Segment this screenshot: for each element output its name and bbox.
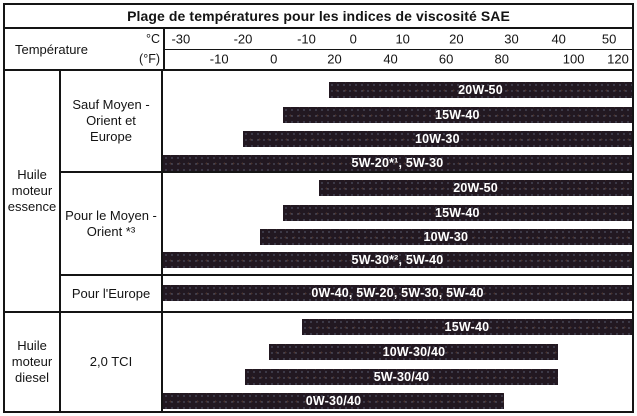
- viscosity-range-bar: 20W-50: [329, 82, 632, 98]
- essence-subrows: Sauf Moyen - Orient et Europe 20W-50 15W-…: [61, 71, 632, 311]
- viscosity-grade-label: 15W-40: [434, 206, 480, 220]
- fahrenheit-tick: 60: [438, 51, 454, 67]
- viscosity-grade-label: 20W-50: [453, 181, 498, 195]
- viscosity-grade-label: 10W-30: [423, 230, 469, 244]
- temperature-scale: -30 -20 -10 0 10 20 30 40 50 -10 0 20 40 60 80 100 120: [165, 29, 632, 69]
- temperature-header-left-cell: Température °C (°F): [5, 29, 165, 69]
- fahrenheit-scale-row: -10 0 20 40 60 80 100 120: [165, 48, 632, 70]
- row-group-label-essence: Huile moteur essence: [5, 71, 61, 311]
- celsius-tick: -10: [297, 31, 316, 47]
- subrow-label-diesel-tci: 2,0 TCI: [61, 313, 163, 411]
- subrow-label-sauf-moyen-orient: Sauf Moyen - Orient et Europe: [61, 71, 163, 171]
- bar-chart-sauf-moyen-orient: 20W-50 15W-40 10W-30 5W-20*¹, 5W-30: [163, 71, 632, 171]
- viscosity-range-bar: 10W-30: [259, 229, 632, 245]
- viscosity-range-bar: 15W-40: [282, 107, 632, 123]
- viscosity-range-bar: 0W-40, 5W-20, 5W-30, 5W-40: [163, 285, 632, 301]
- viscosity-grade-label: 20W-50: [458, 83, 503, 97]
- fahrenheit-tick: -10: [209, 51, 229, 67]
- viscosity-range-bar: 10W-30/40: [269, 344, 559, 360]
- celsius-tick: 50: [601, 31, 617, 47]
- table-title: Plage de températures pour les indices d…: [5, 5, 632, 29]
- viscosity-grade-label: 5W-30/40: [373, 370, 430, 384]
- viscosity-grade-label: 10W-30: [415, 132, 460, 146]
- celsius-tick: -30: [171, 31, 191, 47]
- viscosity-range-bar: 15W-40: [301, 319, 632, 335]
- temperature-units: °C (°F): [139, 29, 163, 69]
- celsius-tick: 20: [449, 31, 464, 47]
- section-diesel: Huile moteur diesel 2,0 TCI 15W-40 10W-30…: [5, 311, 632, 411]
- subrow-diesel-tci: 2,0 TCI 15W-40 10W-30/40 5W-30/40 0W-30/40: [61, 313, 632, 411]
- bar-chart-moyen-orient: 20W-50 15W-40 10W-30 5W-30*², 5W-40: [163, 173, 632, 274]
- bar-chart-europe: 0W-40, 5W-20, 5W-30, 5W-40: [163, 276, 632, 311]
- subrow-sauf-moyen-orient: Sauf Moyen - Orient et Europe 20W-50 15W-…: [61, 71, 632, 171]
- viscosity-grade-label: 0W-30/40: [305, 394, 362, 408]
- subrow-moyen-orient: Pour le Moyen -Orient *³ 20W-50 15W-40 10W…: [61, 171, 632, 274]
- celsius-unit-label: °C: [145, 32, 160, 46]
- diesel-subrows: 2,0 TCI 15W-40 10W-30/40 5W-30/40 0W-30/40: [61, 313, 632, 411]
- viscosity-range-bar: 0W-30/40: [163, 393, 504, 409]
- fahrenheit-tick: 120: [607, 51, 629, 67]
- celsius-tick: 30: [504, 31, 519, 47]
- viscosity-range-bar: 5W-30/40: [244, 369, 559, 385]
- viscosity-table: Plage de températures pour les indices d…: [3, 3, 634, 413]
- row-group-label-diesel: Huile moteur diesel: [5, 313, 61, 411]
- fahrenheit-tick: 0: [270, 51, 278, 67]
- viscosity-grade-label: 0W-40, 5W-20, 5W-30, 5W-40: [311, 286, 484, 300]
- celsius-scale-row: -30 -20 -10 0 10 20 30 40 50: [165, 29, 632, 49]
- viscosity-range-bar: 15W-40: [282, 205, 632, 221]
- celsius-tick: 40: [551, 31, 566, 47]
- subrow-label-europe: Pour l'Europe: [61, 276, 163, 311]
- fahrenheit-tick: 80: [494, 51, 509, 67]
- viscosity-range-bar: 5W-20*¹, 5W-30: [163, 155, 632, 171]
- subrow-label-moyen-orient: Pour le Moyen -Orient *³: [61, 173, 163, 274]
- section-essence: Huile moteur essence Sauf Moyen - Orient…: [5, 71, 632, 311]
- viscosity-range-bar: 10W-30: [242, 131, 632, 147]
- celsius-tick: 0: [349, 31, 357, 47]
- viscosity-grade-label: 15W-40: [444, 320, 490, 334]
- fahrenheit-unit-label: (°F): [139, 52, 160, 66]
- viscosity-range-bar: 20W-50: [319, 180, 632, 196]
- temperature-header: Température °C (°F) -30 -20 -10 0 10 20 30 40 50…: [5, 29, 632, 71]
- bar-chart-diesel-tci: 15W-40 10W-30/40 5W-30/40 0W-30/40: [163, 313, 632, 411]
- viscosity-grade-label: 15W-40: [434, 108, 480, 122]
- viscosity-range-bar: 5W-30*², 5W-40: [163, 252, 632, 268]
- celsius-tick: 10: [395, 31, 410, 47]
- fahrenheit-tick: 20: [327, 51, 342, 67]
- viscosity-grade-label: 5W-30*², 5W-40: [351, 253, 444, 267]
- fahrenheit-tick: 40: [383, 51, 398, 67]
- celsius-tick: -20: [233, 31, 253, 47]
- table-body: Huile moteur essence Sauf Moyen - Orient…: [5, 71, 632, 411]
- fahrenheit-tick: 100: [562, 51, 585, 67]
- temperature-label: Température: [15, 41, 88, 57]
- viscosity-grade-label: 10W-30/40: [382, 345, 446, 359]
- subrow-europe: Pour l'Europe 0W-40, 5W-20, 5W-30, 5W-40: [61, 274, 632, 311]
- viscosity-grade-label: 5W-20*¹, 5W-30: [351, 156, 444, 170]
